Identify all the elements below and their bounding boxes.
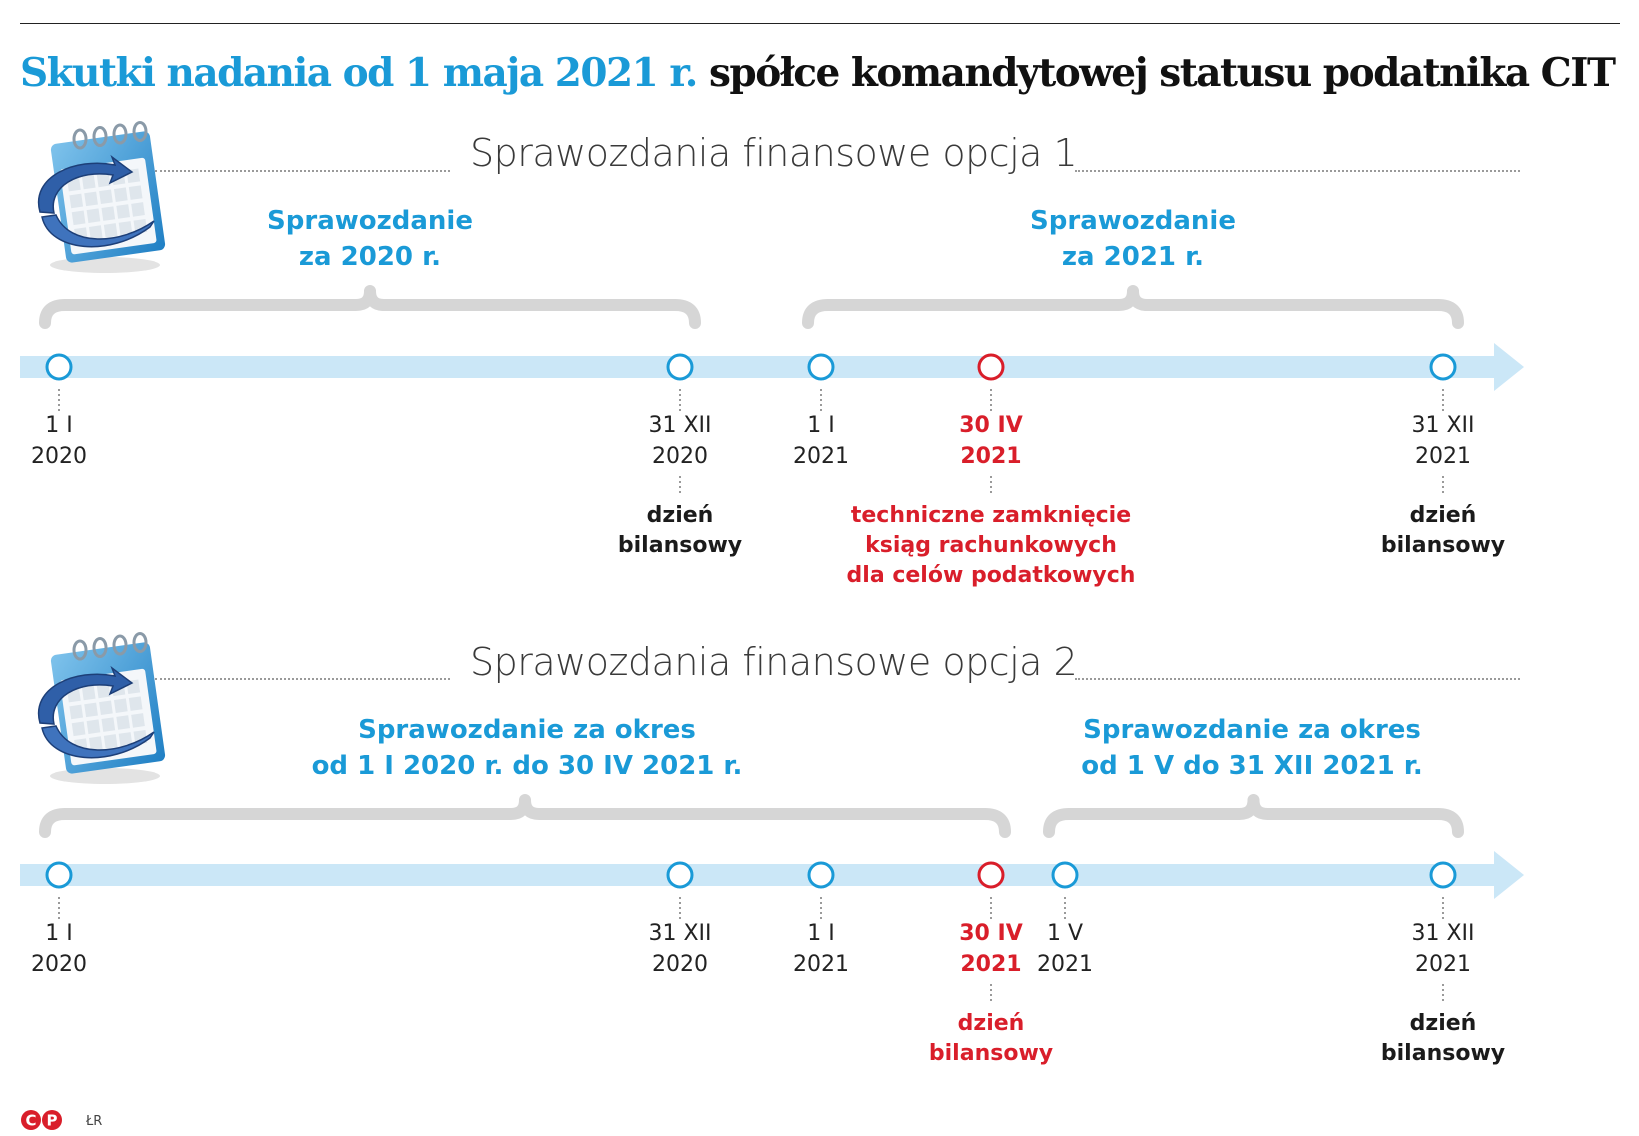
date-line-1: 1 I xyxy=(45,413,73,438)
timeline-point xyxy=(45,353,73,381)
date-line-2: 2021 xyxy=(960,444,1022,469)
date-label: 30 IV 2021 xyxy=(959,918,1023,980)
note-label: dzień bilansowy xyxy=(1381,501,1505,561)
report-line-2: za 2021 r. xyxy=(1061,242,1205,272)
calendar-icon xyxy=(37,632,166,784)
dotted-rule-left xyxy=(155,170,450,172)
dotted-rule-right xyxy=(1075,170,1520,172)
date-line-2: 2021 xyxy=(1414,952,1471,977)
report-label: Sprawozdanie za 2021 r. xyxy=(1030,203,1236,275)
svg-text:C: C xyxy=(25,1112,36,1130)
date-line-1: 31 XII xyxy=(1411,921,1475,946)
brace-2 xyxy=(1043,794,1464,838)
copyright-logo: C P xyxy=(20,1108,64,1136)
date-label: 31 XII 2020 xyxy=(648,918,711,980)
note-line-2: bilansowy xyxy=(617,533,743,558)
top-rule xyxy=(20,23,1620,24)
svg-text:P: P xyxy=(47,1112,58,1130)
date-line-1: 1 V xyxy=(1046,921,1084,946)
note-label: dzień bilansowy xyxy=(929,1009,1053,1069)
timeline-point xyxy=(45,861,73,889)
brace-1 xyxy=(39,794,1011,838)
timeline-arrow xyxy=(1494,343,1524,391)
author-credit: ŁR xyxy=(86,1114,103,1129)
date-line-1: 1 I xyxy=(45,921,73,946)
date-label: 1 V 2021 xyxy=(1037,918,1093,980)
timeline-bar xyxy=(20,864,1498,886)
report-line-2: od 1 I 2020 r. do 30 IV 2021 r. xyxy=(311,751,743,781)
date-label: 31 XII 2021 xyxy=(1411,410,1474,472)
page-title: Skutki nadania od 1 maja 2021 r. spółce … xyxy=(20,50,1630,96)
note-line-2: bilansowy xyxy=(1380,1041,1506,1066)
note-label: dzień bilansowy xyxy=(1381,1009,1505,1069)
section-title: Sprawozdania finansowe opcja 1 xyxy=(470,131,1078,175)
date-line-1: 31 XII xyxy=(1411,413,1475,438)
note-line-1: dzień xyxy=(957,1011,1025,1036)
date-line-1: 30 IV xyxy=(959,921,1023,946)
date-line-1: 31 XII xyxy=(648,921,712,946)
date-line-2: 2021 xyxy=(793,952,849,977)
timeline-point xyxy=(807,861,835,889)
title-rest: spółce komandytowej statusu podatnika CI… xyxy=(708,50,1616,96)
note-label: techniczne zamknięcie ksiąg rachunkowych d… xyxy=(847,501,1136,591)
note-line-1: dzień xyxy=(1409,503,1477,528)
report-label: Sprawozdanie za okres od 1 V do 31 XII 20… xyxy=(1081,712,1422,784)
note-line-1: dzień xyxy=(1409,1011,1477,1036)
date-label: 1 I 2021 xyxy=(793,410,849,472)
section-title: Sprawozdania finansowe opcja 2 xyxy=(470,640,1078,684)
date-line-2: 2020 xyxy=(651,952,708,977)
date-line-2: 2020 xyxy=(31,952,87,977)
date-line-2: 2021 xyxy=(960,952,1022,977)
report-line-2: za 2020 r. xyxy=(298,242,442,272)
brace-1 xyxy=(39,285,701,329)
timeline-arrow xyxy=(1494,851,1524,899)
date-label: 31 XII 2020 xyxy=(648,410,711,472)
timeline-point xyxy=(977,353,1005,381)
report-line-1: Sprawozdanie xyxy=(267,206,473,236)
report-line-2: od 1 V do 31 XII 2021 r. xyxy=(1081,751,1423,781)
note-line-1: techniczne zamknięcie xyxy=(850,503,1132,528)
report-line-1: Sprawozdanie xyxy=(1030,206,1236,236)
date-line-1: 30 IV xyxy=(959,413,1023,438)
report-line-1: Sprawozdanie za okres xyxy=(1083,715,1421,745)
dotted-rule-right xyxy=(1075,678,1520,680)
timeline-point xyxy=(1429,353,1457,381)
calendar-icon xyxy=(37,121,166,273)
date-line-2: 2021 xyxy=(1037,952,1093,977)
report-line-1: Sprawozdanie za okres xyxy=(358,715,696,745)
note-line-2: bilansowy xyxy=(1380,533,1506,558)
date-line-2: 2021 xyxy=(793,444,849,469)
timeline-bar xyxy=(20,356,1498,378)
timeline-point xyxy=(1051,861,1079,889)
date-label: 1 I 2020 xyxy=(31,410,87,472)
note-line-2: ksiąg rachunkowych xyxy=(865,533,1117,558)
date-label: 31 XII 2021 xyxy=(1411,918,1474,980)
date-line-1: 1 I xyxy=(807,921,835,946)
date-label: 30 IV 2021 xyxy=(959,410,1023,472)
brace-2 xyxy=(802,285,1464,329)
date-line-1: 31 XII xyxy=(648,413,712,438)
report-label: Sprawozdanie za okres od 1 I 2020 r. do 3… xyxy=(312,712,743,784)
report-label: Sprawozdanie za 2020 r. xyxy=(267,203,473,275)
timeline-point xyxy=(807,353,835,381)
timeline-point xyxy=(666,353,694,381)
dotted-rule-left xyxy=(155,678,450,680)
note-line-2: bilansowy xyxy=(928,1041,1054,1066)
date-line-2: 2020 xyxy=(651,444,708,469)
date-line-2: 2020 xyxy=(31,444,87,469)
date-line-1: 1 I xyxy=(807,413,835,438)
timeline-point xyxy=(977,861,1005,889)
note-line-1: dzień xyxy=(646,503,714,528)
date-label: 1 I 2020 xyxy=(31,918,87,980)
timeline-point xyxy=(1429,861,1457,889)
date-label: 1 I 2021 xyxy=(793,918,849,980)
timeline-point xyxy=(666,861,694,889)
note-line-3: dla celów podatkowych xyxy=(846,563,1136,588)
title-highlight: Skutki nadania od 1 maja 2021 r. xyxy=(20,50,698,96)
note-label: dzień bilansowy xyxy=(618,501,742,561)
date-line-2: 2021 xyxy=(1414,444,1471,469)
